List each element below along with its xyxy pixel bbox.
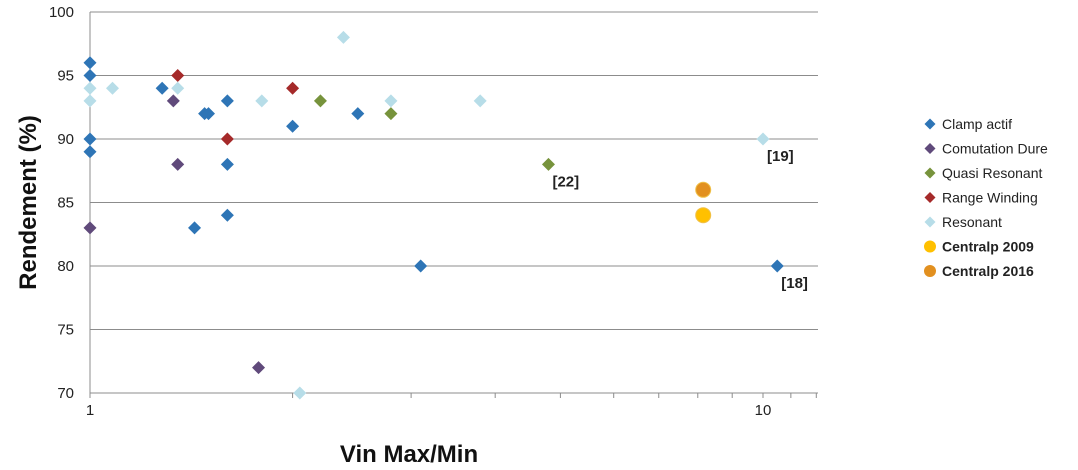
data-point — [384, 107, 398, 121]
legend-marker — [924, 143, 936, 154]
data-point — [220, 208, 234, 222]
tick-labels: 70 75 80 85 90 95 100 1 10 — [49, 4, 771, 419]
data-point — [293, 386, 307, 400]
x-tick-label: 10 — [755, 402, 772, 419]
y-tick-label: 95 — [57, 68, 74, 85]
y-axis-title: Rendement (%) — [15, 115, 42, 290]
data-point — [171, 81, 185, 95]
data-point — [83, 69, 97, 82]
data-points — [83, 30, 784, 400]
x-axis-title: Vin Max/Min — [340, 441, 478, 468]
legend: Clamp actif Comutation Dure Quasi Resonant… — [924, 116, 1048, 279]
legend-label: Comutation Dure — [942, 141, 1048, 157]
annotation-label: [22] — [552, 173, 579, 190]
legend-marker — [924, 265, 936, 277]
data-point — [202, 107, 216, 121]
axes — [89, 12, 818, 398]
x-tick-label: 1 — [86, 402, 94, 419]
legend-label: Clamp actif — [942, 116, 1012, 132]
legend-marker — [924, 216, 936, 228]
data-point — [286, 119, 300, 133]
data-point — [695, 181, 712, 198]
annotation-label: [19] — [767, 148, 794, 165]
data-point — [83, 56, 97, 70]
legend-label: Centralp 2009 — [942, 239, 1034, 255]
annotations: [19] [22] [18] — [552, 148, 807, 292]
legend-label: Quasi Resonant — [942, 165, 1043, 181]
data-point — [83, 132, 97, 146]
legend-label: Range Winding — [942, 190, 1038, 206]
legend-marker — [924, 192, 936, 203]
data-point — [351, 107, 365, 121]
data-point — [336, 30, 350, 44]
data-point — [695, 207, 712, 224]
y-tick-label: 75 — [57, 322, 74, 339]
legend-marker — [924, 240, 936, 253]
legend-label: Resonant — [942, 214, 1002, 230]
legend-label: Centralp 2016 — [942, 263, 1034, 279]
grid-lines — [90, 11, 818, 394]
data-point — [286, 81, 300, 95]
legend-marker — [924, 118, 936, 130]
data-point — [313, 94, 327, 108]
data-point — [756, 132, 770, 146]
y-tick-label: 90 — [57, 131, 74, 148]
data-point — [83, 81, 97, 95]
data-point — [220, 132, 234, 146]
data-point — [414, 259, 428, 273]
data-point — [83, 145, 97, 159]
data-point — [83, 221, 97, 235]
y-tick-label: 100 — [49, 4, 74, 21]
data-point — [255, 94, 269, 108]
data-point — [171, 157, 185, 171]
data-point — [473, 94, 487, 108]
annotation-label: [18] — [781, 275, 808, 292]
y-tick-label: 85 — [57, 195, 74, 212]
data-point — [105, 81, 119, 95]
y-tick-label: 70 — [57, 385, 74, 402]
data-point — [220, 157, 234, 171]
data-point — [188, 221, 202, 235]
data-point — [220, 94, 234, 108]
data-point — [155, 81, 169, 95]
data-point — [83, 94, 97, 108]
data-point — [171, 69, 185, 82]
data-point — [166, 94, 180, 108]
data-point — [770, 259, 784, 273]
data-point — [384, 94, 398, 108]
y-tick-label: 80 — [57, 258, 74, 275]
data-point — [252, 361, 266, 375]
legend-marker — [924, 167, 936, 179]
data-point — [541, 157, 555, 171]
